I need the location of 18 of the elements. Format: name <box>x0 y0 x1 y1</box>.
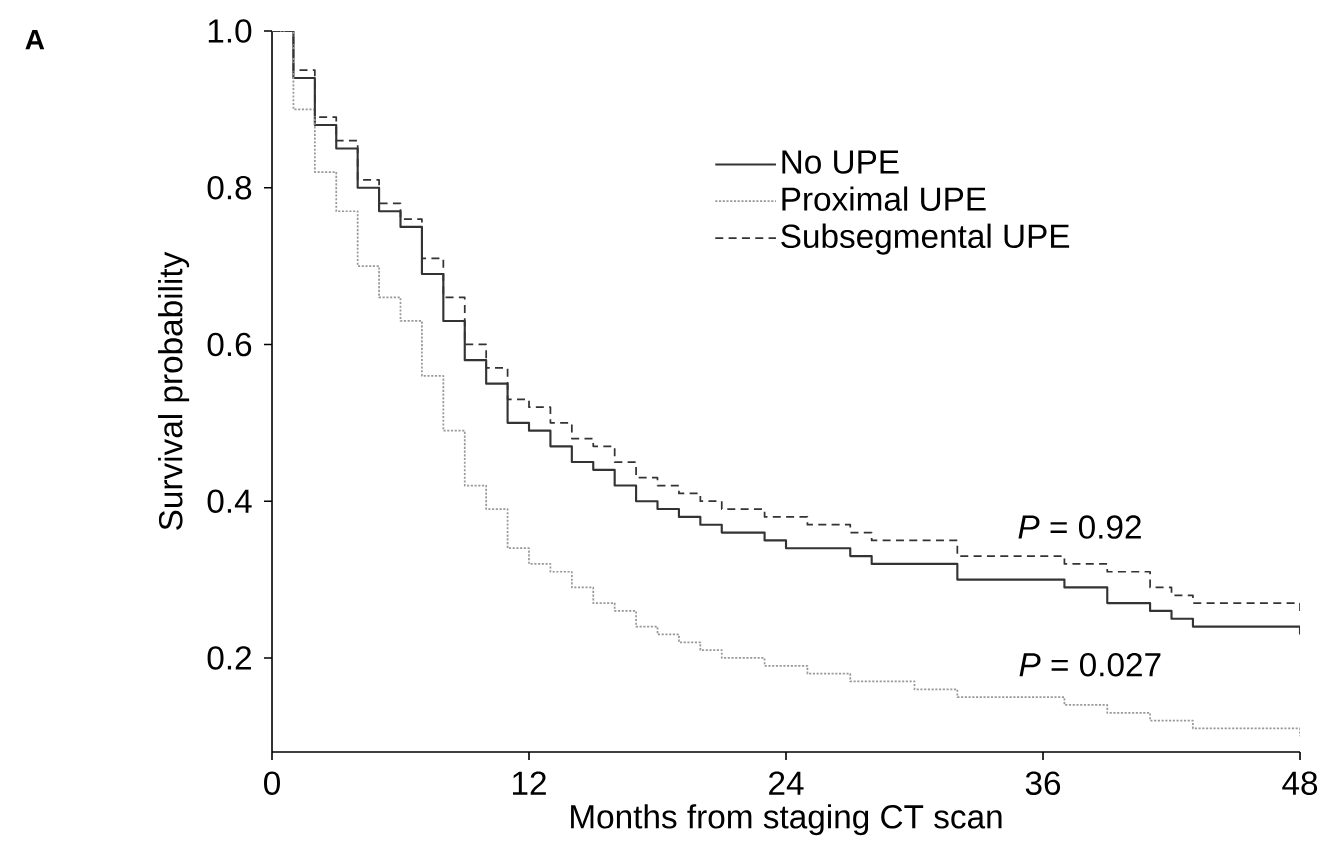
y-tick-label: 0.4 <box>207 489 252 514</box>
legend-label: No UPE <box>782 150 899 174</box>
annotation: P = 0.027 <box>1019 652 1161 677</box>
x-tick-label: 48 <box>1282 771 1318 795</box>
y-tick-label: 0.6 <box>207 332 252 357</box>
x-tick-label: 24 <box>769 771 804 795</box>
annotation: P = 0.92 <box>1018 515 1141 539</box>
x-axis-title: Months from staging CT scan <box>571 804 1002 836</box>
x-tick-label: 12 <box>513 771 546 795</box>
y-axis-title: Survival probability <box>158 251 190 530</box>
text: A <box>25 30 45 50</box>
x-tick-label: 0 <box>264 771 280 795</box>
x-tick-label: 36 <box>1025 771 1061 795</box>
y-tick-label: 0.2 <box>207 646 251 670</box>
legend-label: Subsegmental UPE <box>781 223 1070 255</box>
y-tick-label: 1.0 <box>208 19 252 43</box>
legend-label: Proximal UPE <box>782 186 986 211</box>
y-tick-label: 0.8 <box>207 175 252 200</box>
